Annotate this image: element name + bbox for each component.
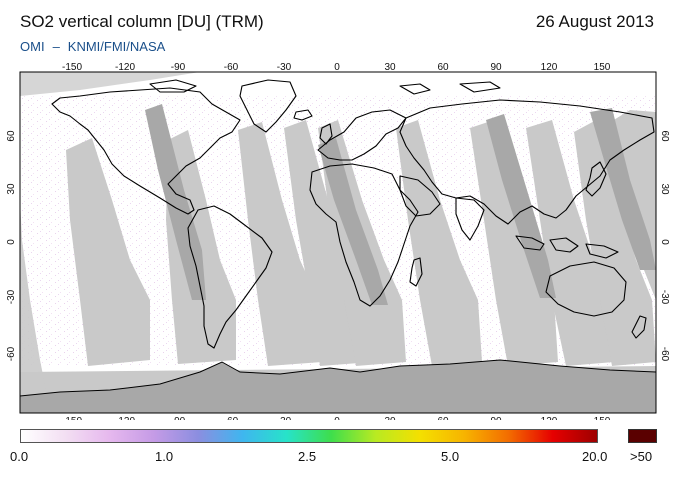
lon-ticks-bottom: -150 -120 -90 -60 -30 0 30 60 90 120 150: [62, 416, 611, 420]
antarctica: [20, 359, 656, 413]
lon-tick-top: 120: [541, 62, 558, 73]
colorbar-overflow-swatch: [628, 429, 657, 443]
lat-tick-right: 30: [659, 183, 670, 195]
madagascar: [409, 257, 423, 287]
subtitle-separator: –: [52, 39, 60, 54]
africa: [309, 163, 419, 307]
colorbar-label: 0.0: [10, 449, 29, 464]
new-zealand: [631, 315, 647, 339]
arabia: [399, 175, 441, 217]
lon-tick-top: -120: [115, 62, 135, 73]
lon-tick-bottom: -30: [277, 416, 292, 420]
lon-ticks-top: -150 -120 -90 -60 -30 0 30 60 90 120 150: [62, 62, 611, 73]
lon-tick-top: -150: [62, 62, 82, 73]
lat-tick-right: 60: [659, 130, 670, 142]
lon-tick-top: 60: [437, 62, 449, 73]
coastlines: [51, 79, 655, 349]
asia: [399, 99, 655, 225]
colorbar: [20, 429, 598, 443]
arctic-islands: [149, 79, 501, 95]
colorbar-label: 2.5: [298, 449, 317, 464]
lat-tick-left: 0: [6, 239, 17, 245]
lon-tick-bottom: -60: [224, 416, 239, 420]
map-date: 26 August 2013: [535, 12, 654, 31]
europe: [317, 109, 407, 161]
lon-tick-top: -30: [277, 62, 292, 73]
colorbar-label: 1.0: [155, 449, 174, 464]
lon-tick-top: 150: [594, 62, 611, 73]
south-america: [187, 205, 273, 349]
lon-tick-top: 0: [334, 62, 340, 73]
lat-ticks-right: 60 30 0 -30 -60: [659, 130, 670, 361]
lat-tick-right: -30: [659, 290, 670, 305]
greenland: [239, 79, 297, 133]
australia: [545, 261, 627, 317]
india: [455, 197, 485, 241]
map-subtitle: OMI – KNMI/FMI/NASA: [20, 39, 165, 54]
world-map: -150 -120 -90 -60 -30 0 30 60 90 120 150…: [6, 62, 670, 420]
source-label: KNMI/FMI/NASA: [67, 39, 166, 54]
lon-tick-bottom: 30: [384, 416, 396, 420]
lon-tick-bottom: 0: [334, 416, 340, 420]
lon-tick-top: 90: [490, 62, 502, 73]
lon-tick-bottom: -150: [62, 416, 82, 420]
iceland: [293, 109, 313, 121]
japan: [585, 161, 607, 197]
colorbar-label: 5.0: [441, 449, 460, 464]
lat-tick-right: 0: [659, 239, 670, 245]
lat-tick-left: 60: [6, 130, 17, 142]
map-title: SO2 vertical column [DU] (TRM): [20, 12, 264, 31]
uk: [319, 123, 333, 145]
lon-tick-top: -60: [224, 62, 239, 73]
indonesia: [515, 235, 619, 259]
instrument-label: OMI: [20, 39, 45, 54]
swath-overlap: [145, 104, 656, 305]
lon-tick-bottom: -90: [171, 416, 186, 420]
lon-tick-bottom: 90: [490, 416, 502, 420]
lat-tick-left: -60: [6, 346, 17, 361]
lon-tick-bottom: 150: [594, 416, 611, 420]
lon-tick-top: 30: [384, 62, 396, 73]
lat-tick-left: 30: [6, 183, 17, 195]
colorbar-overflow-label: >50: [630, 449, 653, 464]
lat-tick-right: -60: [659, 347, 670, 362]
north-america: [51, 87, 241, 215]
map-frame: [19, 71, 657, 414]
lat-ticks-left: 60 30 0 -30 -60: [6, 130, 17, 361]
colorbar-label: 20.0: [582, 449, 608, 464]
north-nodata-left: [20, 72, 200, 96]
lon-tick-bottom: -120: [115, 416, 135, 420]
lat-tick-left: -30: [6, 289, 17, 304]
lon-tick-top: -90: [171, 62, 186, 73]
lon-tick-bottom: 60: [437, 416, 449, 420]
lon-tick-bottom: 120: [541, 416, 558, 420]
